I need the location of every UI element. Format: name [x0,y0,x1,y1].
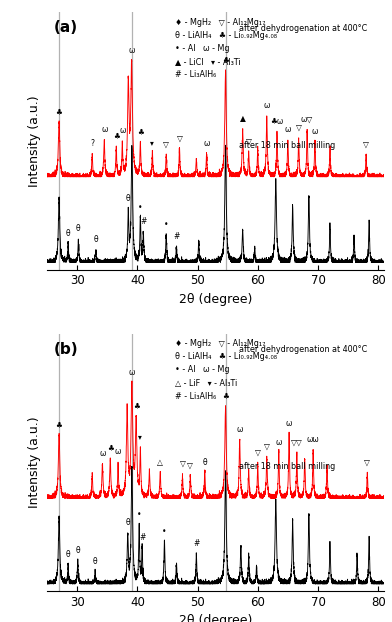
Text: ♣: ♣ [56,107,62,116]
Text: ω: ω [101,125,107,134]
Text: θ: θ [75,546,80,555]
Text: ♣: ♣ [222,391,229,400]
Text: ω: ω [119,126,125,135]
Y-axis label: Intensity (a.u.): Intensity (a.u.) [29,95,42,187]
Text: ω: ω [99,450,105,458]
Text: •: • [137,509,142,519]
Text: ▽: ▽ [255,447,261,457]
Text: •: • [162,527,167,536]
Text: •: • [164,220,169,229]
Text: ▽: ▽ [246,137,252,146]
Text: ▾: ▾ [138,432,142,442]
Text: ▽: ▽ [296,123,301,132]
Text: (b): (b) [54,341,78,356]
Text: ♦ - MgH₂   ▽ - Al₁₂Mg₁₇
θ - LiAlH₄   ♣ - Li₀.₉₂Mg₄.₀₈
• - Al   ω - Mg
△ - LiF   : ♦ - MgH₂ ▽ - Al₁₂Mg₁₇ θ - LiAlH₄ ♣ - Li₀… [175,339,277,401]
X-axis label: 2θ (degree): 2θ (degree) [179,293,252,306]
Text: #: # [193,539,200,548]
Text: ▽: ▽ [264,442,270,450]
Text: after 18 min ball milling: after 18 min ball milling [239,141,336,150]
Text: after 18 min ball milling: after 18 min ball milling [239,462,336,471]
Text: ▽▽: ▽▽ [291,437,303,446]
Text: θ: θ [93,235,98,244]
Text: #: # [139,533,145,542]
Text: ωω: ωω [307,435,319,443]
Text: θ: θ [126,193,131,203]
Text: ♣: ♣ [56,420,62,429]
Text: θ: θ [66,550,71,559]
Text: ω: ω [286,419,292,429]
Text: ω: ω [236,425,243,434]
Text: ♣: ♣ [107,443,114,452]
Text: ω: ω [115,447,121,457]
Text: ▽: ▽ [187,461,193,470]
Text: ?: ? [90,139,94,147]
Text: θ: θ [93,557,98,566]
Text: #: # [140,217,147,226]
Text: ▲: ▲ [240,114,246,123]
Y-axis label: Intensity (a.u.): Intensity (a.u.) [29,417,42,508]
X-axis label: 2θ (degree): 2θ (degree) [179,615,252,622]
Text: after dehydrogenation at 400°C: after dehydrogenation at 400°C [239,345,367,355]
Text: #: # [173,233,180,241]
Text: ♣: ♣ [137,128,144,136]
Text: ♣: ♣ [113,131,120,141]
Text: ▾: ▾ [151,138,154,147]
Text: ▽: ▽ [163,139,169,148]
Text: θ: θ [66,229,71,238]
Text: ▽: ▽ [180,459,185,468]
Text: ω: ω [285,126,291,134]
Text: ♣: ♣ [222,55,229,64]
Text: ♣ω: ♣ω [270,116,284,126]
Text: θ: θ [125,518,130,527]
Text: ▽: ▽ [176,134,182,142]
Text: ω: ω [312,127,318,136]
Text: ω: ω [276,437,282,447]
Text: after dehydrogenation at 400°C: after dehydrogenation at 400°C [239,24,367,33]
Text: •: • [138,203,143,211]
Text: ω: ω [203,139,210,149]
Text: △: △ [157,458,163,467]
Text: ♦ - MgH₂   ▽ - Al₁₂Mg₁₇
θ - LiAlH₄   ♣ - Li₀.₉₂Mg₄.₀₈
• - Al   ω - Mg
▲ - LiCl  : ♦ - MgH₂ ▽ - Al₁₂Mg₁₇ θ - LiAlH₄ ♣ - Li₀… [175,17,277,80]
Text: θ: θ [202,458,207,467]
Text: ω: ω [129,46,135,55]
Text: (a): (a) [54,20,78,35]
Text: ▽: ▽ [363,140,369,149]
Text: ω: ω [263,101,270,110]
Text: ω▽: ω▽ [301,114,313,124]
Text: ω: ω [129,368,135,378]
Text: θ: θ [76,225,81,233]
Text: ♣: ♣ [133,402,140,411]
Text: ▽: ▽ [365,458,370,466]
